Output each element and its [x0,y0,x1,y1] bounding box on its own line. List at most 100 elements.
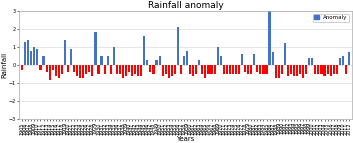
Bar [58,65,60,78]
Bar [24,41,26,65]
Bar [140,65,142,76]
Bar [336,65,338,74]
Bar [177,27,179,65]
Bar [183,56,185,65]
Bar [97,65,100,74]
Bar [134,65,136,74]
Bar [42,56,44,65]
Bar [250,65,252,74]
Bar [79,65,81,78]
Bar [342,56,344,65]
Bar [168,65,170,78]
Bar [122,65,124,78]
Bar [171,65,173,76]
X-axis label: Years: Years [176,136,195,142]
Bar [152,65,155,74]
Bar [308,58,310,65]
Bar [137,65,139,76]
Bar [269,11,271,65]
Bar [253,54,255,65]
Bar [67,65,69,72]
Bar [116,65,118,74]
Bar [271,52,274,65]
Bar [333,65,335,74]
Bar [76,65,78,76]
Bar [21,65,23,70]
Bar [244,65,246,72]
Legend: Anomaly: Anomaly [313,14,349,22]
Bar [284,43,286,65]
Bar [64,40,66,65]
Bar [91,65,94,76]
Bar [82,65,84,78]
Bar [88,65,90,72]
Bar [158,56,161,65]
Bar [210,65,213,74]
Bar [149,65,151,72]
Bar [323,65,325,76]
Bar [327,65,329,74]
Bar [305,65,307,74]
Bar [103,65,106,74]
Bar [238,65,240,74]
Bar [256,65,258,72]
Bar [299,65,301,74]
Bar [143,36,145,65]
Bar [174,65,176,74]
Bar [146,60,149,65]
Bar [61,65,63,74]
Bar [85,65,87,74]
Bar [55,65,57,76]
Bar [195,65,197,74]
Bar [226,65,228,74]
Bar [162,65,164,76]
Bar [293,65,295,76]
Bar [241,54,243,65]
Bar [208,65,210,74]
Bar [198,60,201,65]
Bar [30,51,32,65]
Bar [262,65,264,74]
Bar [220,56,222,65]
Bar [290,65,292,74]
Bar [27,40,29,65]
Bar [128,65,130,72]
Bar [321,65,323,74]
Bar [94,32,96,65]
Bar [302,65,304,78]
Bar [330,65,332,76]
Bar [164,65,167,74]
Bar [110,65,112,74]
Bar [275,65,277,78]
Bar [192,65,194,76]
Bar [339,58,341,65]
Bar [49,65,51,80]
Bar [52,65,54,70]
Bar [119,65,121,74]
Bar [101,56,103,65]
Bar [296,65,298,76]
Bar [46,65,48,72]
Bar [287,65,289,76]
Bar [214,65,216,74]
Bar [33,47,35,65]
Bar [311,58,313,65]
Bar [201,65,203,74]
Title: Rainfall anomaly: Rainfall anomaly [148,1,223,10]
Bar [70,49,72,65]
Bar [278,65,280,78]
Bar [131,65,133,76]
Bar [113,47,115,65]
Bar [348,52,350,65]
Bar [314,65,316,74]
Bar [317,65,319,74]
Bar [235,65,237,74]
Bar [281,65,283,74]
Bar [155,60,157,65]
Bar [232,65,234,74]
Bar [180,65,182,74]
Bar [107,56,109,65]
Bar [229,65,231,74]
Y-axis label: Rainfall: Rainfall [1,52,7,78]
Bar [204,65,207,78]
